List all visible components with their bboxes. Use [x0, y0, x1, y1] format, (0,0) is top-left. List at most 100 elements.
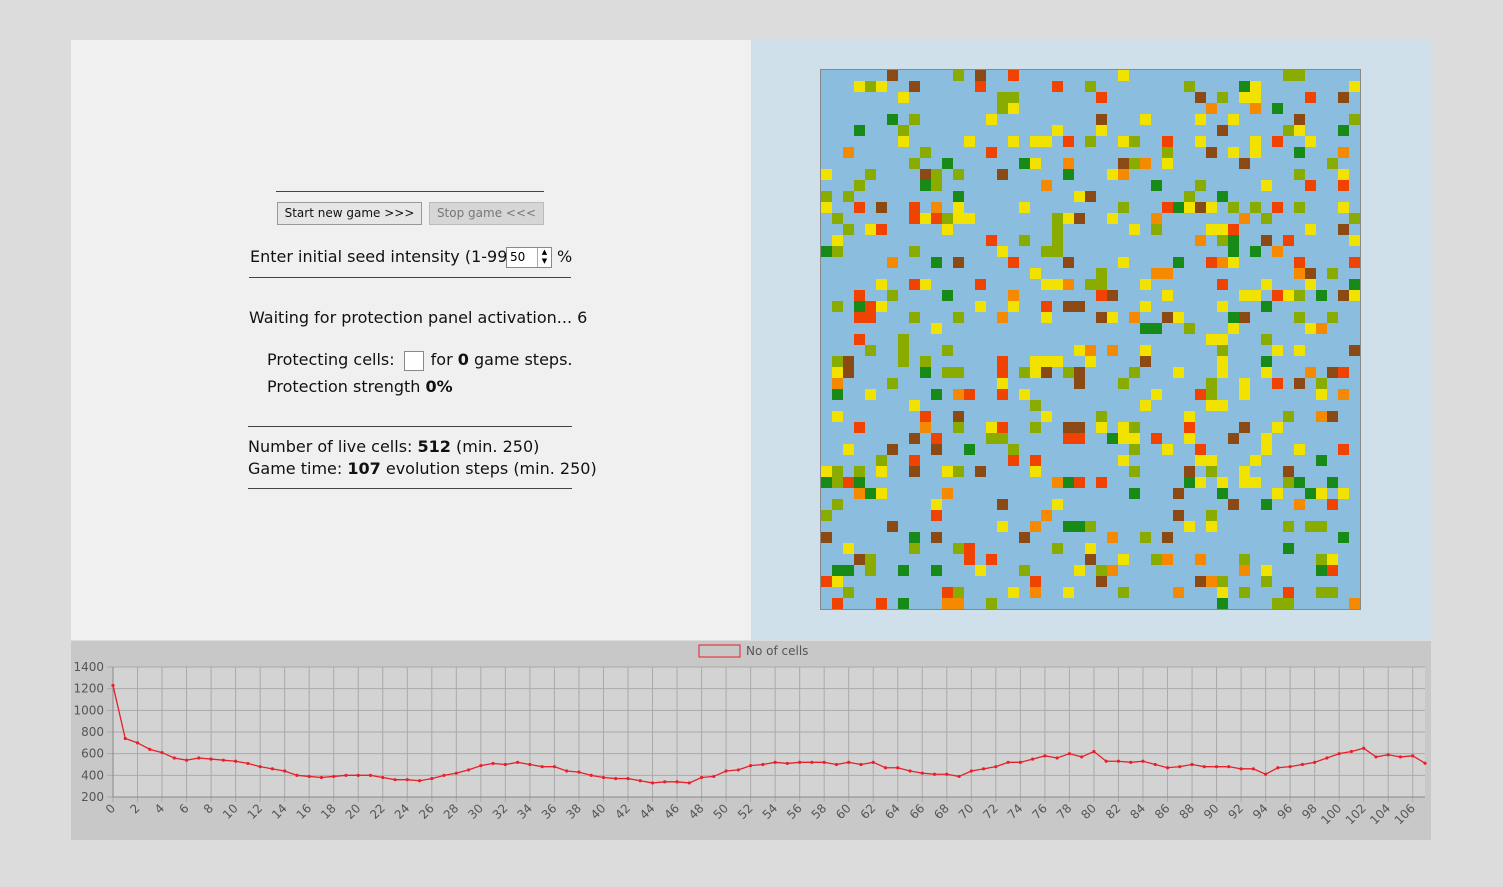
cell: [1305, 488, 1316, 499]
cell: [1283, 543, 1294, 554]
data-point: [1202, 765, 1206, 769]
cell: [843, 543, 854, 554]
cell: [1228, 246, 1239, 257]
cell: [1327, 499, 1338, 510]
cell: [1008, 136, 1019, 147]
cell: [975, 565, 986, 576]
cell: [1096, 422, 1107, 433]
cell: [1250, 290, 1261, 301]
cell: [1250, 477, 1261, 488]
cell: [1030, 422, 1041, 433]
cell: [1294, 290, 1305, 301]
cell: [1184, 323, 1195, 334]
cell: [1063, 521, 1074, 532]
cell: [1349, 279, 1360, 290]
cell: [1261, 356, 1272, 367]
cell: [1041, 312, 1052, 323]
start-button[interactable]: Start new game >>>: [277, 202, 422, 225]
cell: [1074, 422, 1085, 433]
cell: [975, 70, 986, 81]
data-point: [749, 763, 753, 768]
cell: [1019, 158, 1030, 169]
cell: [1030, 268, 1041, 279]
label: Game time:: [248, 459, 343, 478]
cell: [1063, 257, 1074, 268]
x-tick-label: 54: [760, 801, 781, 822]
cell: [854, 466, 865, 477]
cell: [821, 191, 832, 202]
cell: [997, 169, 1008, 180]
data-point: [1190, 762, 1194, 767]
cell: [920, 422, 931, 433]
cell: [1008, 301, 1019, 312]
cell: [1052, 246, 1063, 257]
data-point: [356, 773, 360, 777]
x-tick-label: 74: [1005, 801, 1026, 822]
cell: [1063, 422, 1074, 433]
data-point: [834, 762, 839, 767]
cell: [1173, 202, 1184, 213]
cell: [1063, 136, 1074, 147]
data-point: [601, 775, 606, 780]
cell: [1338, 92, 1349, 103]
cell: [1063, 158, 1074, 169]
cell: [1030, 136, 1041, 147]
cell: [1074, 213, 1085, 224]
cell: [1074, 378, 1085, 389]
protect-checkbox[interactable]: [403, 351, 424, 371]
cell: [1305, 367, 1316, 378]
cell: [832, 389, 843, 400]
cell: [920, 180, 931, 191]
x-tick-label: 42: [612, 801, 633, 822]
cell: [1118, 433, 1129, 444]
cell: [1327, 268, 1338, 279]
data-point: [847, 760, 851, 764]
cell: [953, 598, 964, 609]
x-tick-label: 16: [294, 801, 315, 822]
cell: [832, 356, 843, 367]
cell: [997, 312, 1008, 323]
cell: [1206, 400, 1217, 411]
cell: [1261, 444, 1272, 455]
cell: [1052, 235, 1063, 246]
cell: [1217, 488, 1228, 499]
cell: [1217, 224, 1228, 235]
x-tick-label: 102: [1343, 801, 1369, 827]
cell: [1052, 213, 1063, 224]
seed-input[interactable]: 50 ▲ ▼: [506, 247, 552, 268]
x-tick-label: 8: [201, 801, 216, 816]
protecting-row: Protecting cells: for 0 game steps.: [267, 350, 573, 371]
stop-button[interactable]: Stop game <<<: [429, 202, 544, 225]
cell: [1184, 191, 1195, 202]
cell: [964, 213, 975, 224]
data-point: [381, 775, 385, 780]
cell: [1217, 92, 1228, 103]
cell: [1118, 422, 1129, 433]
data-point: [430, 776, 434, 781]
cell: [909, 433, 920, 444]
cell: [964, 554, 975, 565]
cell: [1041, 136, 1052, 147]
data-point: [1043, 754, 1047, 758]
cell: [1008, 257, 1019, 268]
cell: [843, 587, 854, 598]
cell: [931, 323, 942, 334]
cell: [832, 301, 843, 312]
cell: [1052, 356, 1063, 367]
cell: [1294, 70, 1305, 81]
x-tick-label: 92: [1225, 801, 1246, 822]
cell: [1206, 202, 1217, 213]
spinner[interactable]: ▲ ▼: [537, 248, 551, 267]
cell: [1096, 312, 1107, 323]
waiting-text: Waiting for protection panel activation.…: [249, 308, 588, 327]
cell: [1316, 554, 1327, 565]
cell: [1261, 576, 1272, 587]
cell: [975, 466, 986, 477]
cell: [854, 180, 865, 191]
x-tick-label: 80: [1078, 801, 1099, 822]
cell: [1052, 224, 1063, 235]
cell: [909, 114, 920, 125]
cell: [1151, 554, 1162, 565]
y-tick-label: 1000: [73, 703, 104, 717]
cell: [1041, 180, 1052, 191]
